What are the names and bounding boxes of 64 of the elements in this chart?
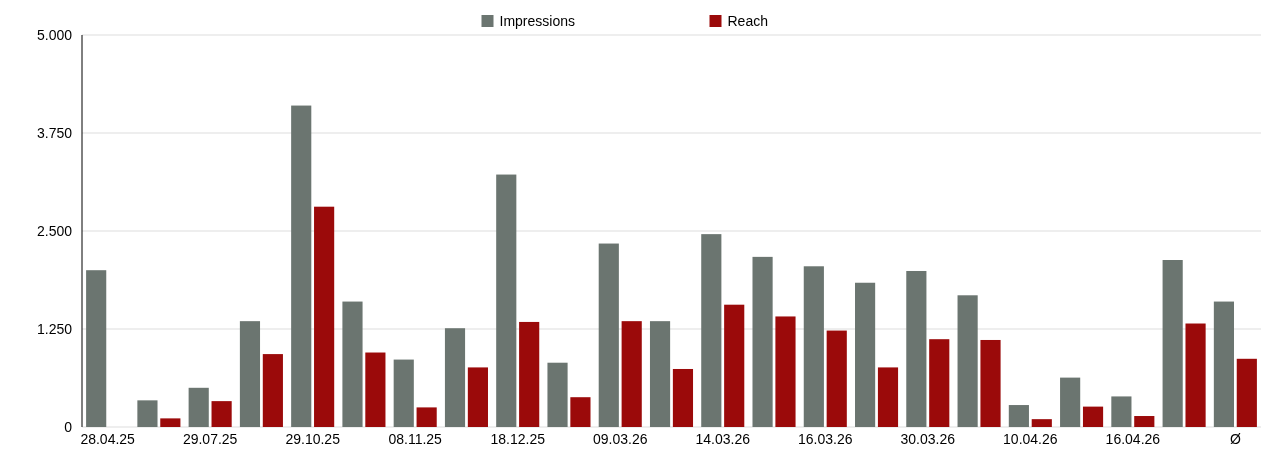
bar (314, 206, 335, 427)
x-tick-label: 08.11.25 (388, 431, 443, 447)
x-tick-label: 16.03.26 (798, 431, 853, 447)
bar (649, 321, 671, 427)
bar (1213, 301, 1234, 427)
bar (1236, 358, 1257, 427)
x-tick-label: 28.04.25 (80, 431, 136, 447)
x-tick-label: 29.10.25 (285, 431, 341, 447)
bar (262, 354, 283, 427)
bar (547, 362, 568, 427)
bar (291, 105, 312, 427)
bar (570, 397, 591, 427)
bar (775, 316, 796, 427)
y-tick-label: 0 (64, 418, 73, 435)
bar (416, 407, 437, 427)
bar (188, 387, 209, 427)
bar (1162, 260, 1183, 427)
x-tick-label: 18.12.25 (490, 431, 546, 447)
bar (1008, 405, 1029, 427)
bar (1031, 419, 1052, 427)
bar (906, 270, 927, 427)
y-tick-label: 2.500 (36, 222, 73, 239)
bar (980, 339, 1001, 427)
bar (598, 243, 619, 427)
bar (444, 328, 466, 427)
bar (929, 339, 950, 427)
bar (724, 304, 745, 427)
bar (957, 295, 978, 427)
bar (160, 418, 181, 427)
bar (621, 321, 642, 427)
x-tick-label: 10.04.26 (1003, 431, 1058, 447)
bar (496, 174, 517, 427)
y-tick-label: 1.250 (36, 320, 73, 337)
bar (86, 270, 107, 427)
x-tick-label: Ø (1229, 431, 1241, 447)
bar (393, 359, 414, 427)
bar (701, 234, 722, 427)
legend-label: Impressions (499, 13, 575, 29)
bar (239, 321, 261, 427)
bar (365, 352, 386, 427)
x-tick-label: 29.07.25 (182, 431, 238, 447)
bar (1134, 416, 1155, 427)
x-tick-label: 16.04.26 (1105, 431, 1161, 447)
bar (519, 321, 540, 427)
bar (752, 256, 773, 427)
bar (1082, 406, 1104, 427)
bar (137, 400, 158, 427)
bar (1111, 396, 1132, 427)
x-tick-label: 14.03.26 (695, 431, 751, 447)
y-tick-label: 5.000 (36, 26, 73, 43)
bar (855, 282, 876, 427)
x-tick-label: 30.03.26 (900, 431, 956, 447)
x-tick-label: 09.03.26 (592, 431, 648, 447)
y-tick-label: 3.750 (36, 124, 73, 141)
legend-label: Reach (727, 13, 768, 29)
bar (877, 367, 899, 427)
bar (826, 330, 847, 427)
bar (1185, 323, 1206, 427)
bar (803, 266, 824, 427)
bar (1060, 377, 1081, 427)
bar (467, 367, 488, 427)
bar (672, 368, 694, 427)
bar (342, 301, 363, 427)
bar (211, 401, 232, 427)
